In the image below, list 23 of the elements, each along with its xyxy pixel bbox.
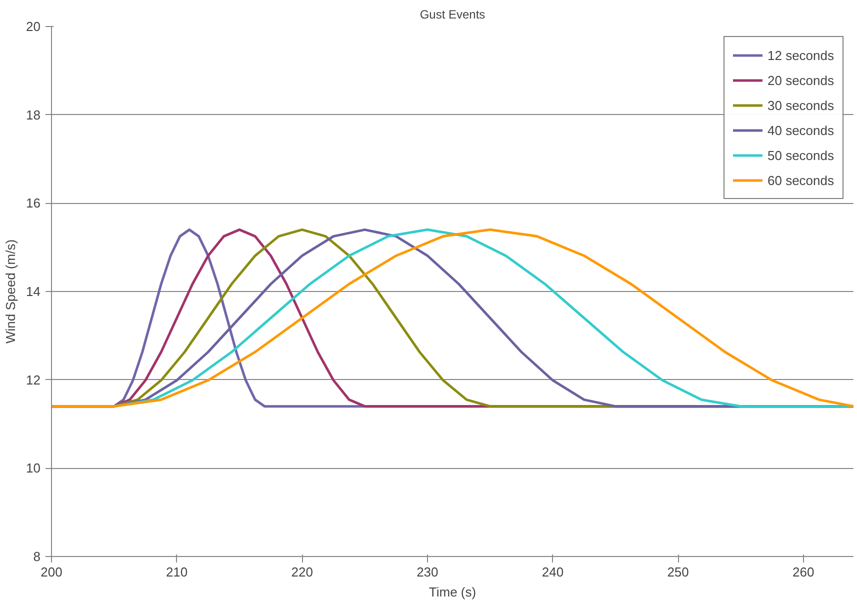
legend-label: 20 seconds bbox=[768, 72, 834, 88]
y-tick-label: 20 bbox=[26, 19, 41, 34]
legend-label: 30 seconds bbox=[768, 98, 834, 112]
x-tick-label: 250 bbox=[667, 564, 689, 580]
x-tick-label: 260 bbox=[792, 564, 814, 580]
x-tick-label: 240 bbox=[542, 564, 564, 580]
x-tick-label: 210 bbox=[166, 564, 188, 580]
x-tick-label: 220 bbox=[291, 564, 313, 580]
y-tick-label: 12 bbox=[26, 372, 41, 388]
chart-title: Gust Events bbox=[420, 8, 486, 22]
y-tick-label: 18 bbox=[26, 107, 41, 122]
y-axis-title: Wind Speed (m/s) bbox=[3, 239, 18, 344]
x-tick-label: 230 bbox=[416, 564, 438, 580]
legend-label: 60 seconds bbox=[768, 172, 834, 188]
x-axis-title: Time (s) bbox=[428, 584, 476, 600]
y-tick-label: 14 bbox=[26, 284, 41, 299]
legend-label: 50 seconds bbox=[768, 148, 834, 162]
x-tick-label: 200 bbox=[40, 564, 62, 580]
legend-label: 40 seconds bbox=[768, 122, 834, 138]
y-tick-label: 8 bbox=[33, 549, 41, 564]
y-tick-label: 10 bbox=[26, 460, 41, 476]
legend-label: 12 seconds bbox=[768, 48, 834, 62]
y-tick-label: 16 bbox=[26, 196, 41, 211]
